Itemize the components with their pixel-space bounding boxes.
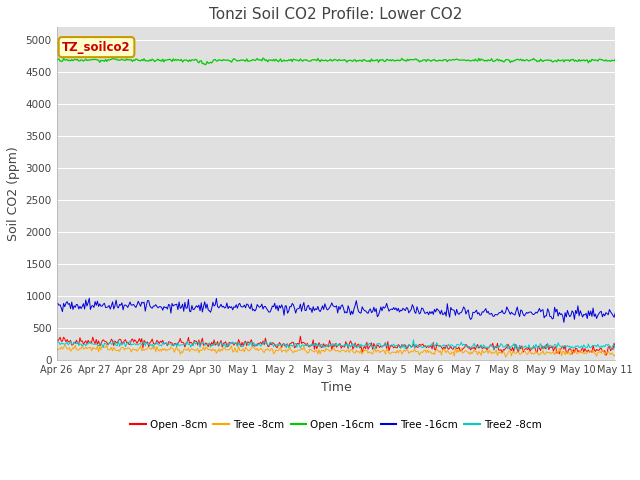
Tree -8cm <box>228 343 236 349</box>
Open -8cm <box>296 333 304 339</box>
Tree2 -8cm <box>52 340 60 346</box>
Tree -16cm <box>228 304 236 310</box>
Open -16cm <box>367 56 375 62</box>
Tree2 -8cm <box>465 344 472 349</box>
Tree2 -8cm <box>365 340 373 346</box>
Open -16cm <box>228 59 236 65</box>
Tree2 -8cm <box>227 340 234 346</box>
Line: Tree2 -8cm: Tree2 -8cm <box>56 340 615 350</box>
Tree -16cm <box>85 295 93 301</box>
Open -8cm <box>465 345 472 351</box>
Line: Tree -8cm: Tree -8cm <box>56 345 615 357</box>
Open -16cm <box>201 62 209 68</box>
Tree -8cm <box>52 345 60 351</box>
Y-axis label: Soil CO2 (ppm): Soil CO2 (ppm) <box>7 146 20 241</box>
Tree -16cm <box>52 301 60 307</box>
Open -8cm <box>367 343 374 348</box>
Tree -16cm <box>394 308 401 314</box>
Tree2 -8cm <box>611 346 619 351</box>
Tree -8cm <box>465 349 472 355</box>
Tree -16cm <box>560 320 568 325</box>
Tree -8cm <box>502 354 509 360</box>
Tree -16cm <box>367 306 374 312</box>
Tree2 -8cm <box>410 337 417 343</box>
Tree2 -8cm <box>515 347 522 353</box>
Line: Open -16cm: Open -16cm <box>56 58 615 65</box>
Tree -8cm <box>394 348 401 353</box>
Open -16cm <box>394 57 402 63</box>
Open -8cm <box>52 336 60 342</box>
Tree2 -8cm <box>563 344 570 350</box>
Legend: Open -8cm, Tree -8cm, Open -16cm, Tree -16cm, Tree2 -8cm: Open -8cm, Tree -8cm, Open -16cm, Tree -… <box>126 416 546 434</box>
Open -16cm <box>466 58 474 63</box>
Tree2 -8cm <box>392 343 400 348</box>
Tree -16cm <box>465 307 472 313</box>
Text: TZ_soilco2: TZ_soilco2 <box>62 41 131 54</box>
Line: Tree -16cm: Tree -16cm <box>56 298 615 323</box>
Tree -16cm <box>289 302 297 308</box>
Tree -8cm <box>611 352 619 358</box>
Open -16cm <box>563 58 570 63</box>
Tree2 -8cm <box>289 344 296 349</box>
Tree -16cm <box>563 314 570 320</box>
Open -8cm <box>394 345 401 351</box>
Tree -8cm <box>289 350 297 356</box>
Open -8cm <box>227 340 234 346</box>
Open -16cm <box>52 58 60 63</box>
X-axis label: Time: Time <box>321 381 351 394</box>
Tree -8cm <box>563 349 570 355</box>
Open -16cm <box>259 55 267 61</box>
Open -8cm <box>561 343 569 348</box>
Open -8cm <box>602 352 610 358</box>
Tree -16cm <box>611 310 619 316</box>
Open -16cm <box>291 57 298 62</box>
Open -16cm <box>611 57 619 62</box>
Line: Open -8cm: Open -8cm <box>56 336 615 355</box>
Title: Tonzi Soil CO2 Profile: Lower CO2: Tonzi Soil CO2 Profile: Lower CO2 <box>209 7 463 22</box>
Open -8cm <box>611 345 619 350</box>
Tree -8cm <box>79 342 86 348</box>
Open -8cm <box>289 339 296 345</box>
Tree -8cm <box>367 349 374 355</box>
